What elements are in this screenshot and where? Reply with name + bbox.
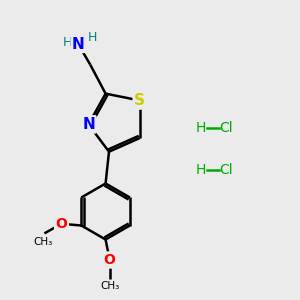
Text: CH₃: CH₃ <box>33 237 52 247</box>
Text: H: H <box>196 164 206 178</box>
Text: S: S <box>134 93 145 108</box>
Text: O: O <box>56 217 68 231</box>
Text: N: N <box>72 37 85 52</box>
Text: Cl: Cl <box>219 121 233 135</box>
Text: CH₃: CH₃ <box>100 280 119 290</box>
Text: H: H <box>88 32 97 44</box>
Text: H: H <box>196 121 206 135</box>
Text: N: N <box>82 117 95 132</box>
Text: O: O <box>104 253 116 267</box>
Text: Cl: Cl <box>219 164 233 178</box>
Text: H: H <box>63 36 72 49</box>
